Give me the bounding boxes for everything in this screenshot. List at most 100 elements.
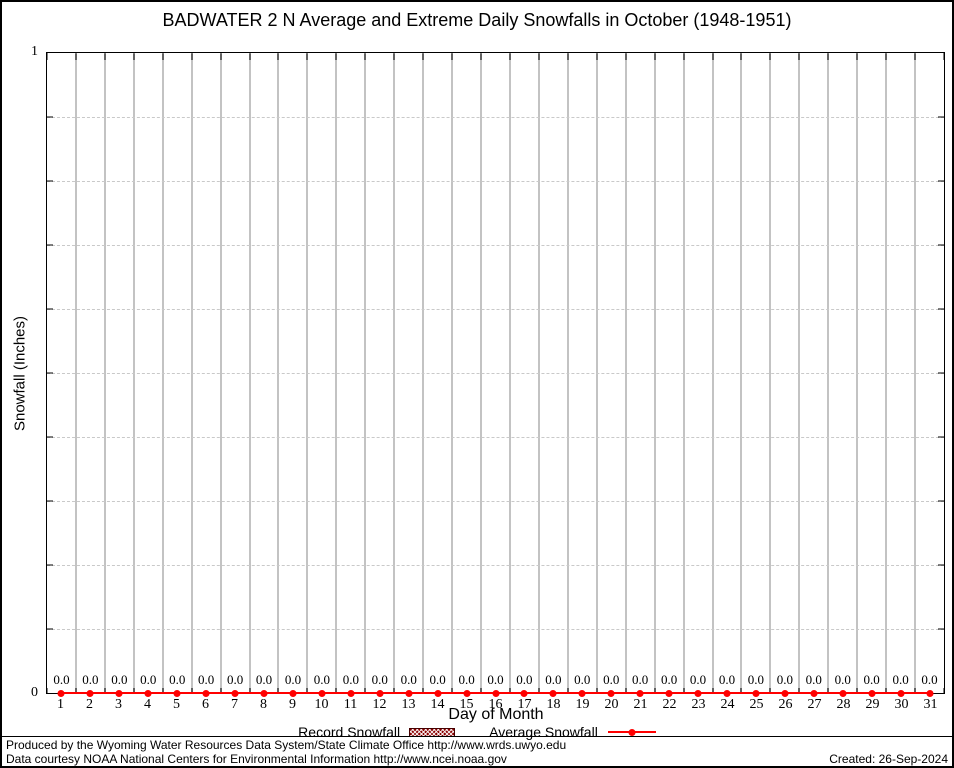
footer-created: Created: 26-Sep-2024 bbox=[829, 752, 948, 766]
horizontal-gridline bbox=[47, 501, 944, 502]
value-label: 0.0 bbox=[603, 672, 620, 687]
average-snowfall-point bbox=[520, 690, 528, 697]
x-tick-top bbox=[712, 53, 714, 60]
x-tick-top bbox=[827, 53, 829, 60]
x-tick-label: 7 bbox=[231, 697, 238, 712]
y-tick-left bbox=[47, 116, 53, 118]
x-tick-label: 4 bbox=[144, 697, 151, 712]
average-snowfall-point bbox=[86, 690, 94, 697]
y-tick-left bbox=[47, 308, 53, 310]
average-snowfall-point bbox=[434, 690, 442, 697]
x-tick-label: 29 bbox=[865, 697, 880, 712]
x-axis-title: Day of Month bbox=[448, 706, 544, 723]
value-label: 0.0 bbox=[747, 672, 765, 687]
horizontal-gridline bbox=[47, 565, 944, 566]
value-label: 0.0 bbox=[111, 672, 128, 687]
y-tick-left bbox=[47, 564, 53, 566]
x-tick-label: 22 bbox=[662, 697, 677, 712]
average-snowfall-key-marker bbox=[628, 729, 636, 736]
value-label: 0.0 bbox=[660, 672, 678, 687]
y-tick-right bbox=[938, 180, 944, 182]
ytick-label-1: 1 bbox=[31, 44, 38, 59]
x-tick-top bbox=[249, 53, 251, 60]
value-label: 0.0 bbox=[689, 672, 707, 687]
x-tick-bottom bbox=[856, 688, 858, 693]
value-label: 0.0 bbox=[82, 672, 99, 687]
y-tick-right bbox=[938, 244, 944, 246]
value-label: 0.0 bbox=[863, 672, 880, 687]
x-tick-bottom bbox=[162, 688, 164, 693]
horizontal-gridline bbox=[47, 181, 944, 182]
x-tick-label: 11 bbox=[343, 697, 358, 712]
x-tick-bottom bbox=[335, 688, 337, 693]
average-snowfall-point bbox=[463, 690, 471, 697]
x-tick-label: 30 bbox=[894, 697, 909, 712]
x-tick-bottom bbox=[364, 688, 366, 693]
x-tick-top bbox=[480, 53, 482, 60]
x-tick-top bbox=[885, 53, 887, 60]
average-snowfall-point bbox=[897, 690, 905, 697]
x-tick-label: 2 bbox=[86, 697, 93, 712]
x-tick-label: 1 bbox=[57, 697, 64, 712]
value-label: 0.0 bbox=[805, 672, 822, 687]
x-tick-label: 8 bbox=[260, 697, 267, 712]
x-tick-bottom bbox=[538, 688, 540, 693]
x-tick-label: 9 bbox=[289, 697, 296, 712]
value-label: 0.0 bbox=[429, 672, 446, 687]
average-snowfall-point bbox=[694, 690, 702, 697]
x-tick-bottom bbox=[277, 688, 279, 693]
average-snowfall-point bbox=[926, 690, 934, 697]
x-tick-top bbox=[625, 53, 627, 60]
x-tick-top bbox=[509, 53, 511, 60]
x-tick-top bbox=[422, 53, 424, 60]
average-snowfall-point bbox=[173, 690, 181, 697]
chart-title: BADWATER 2 N Average and Extreme Daily S… bbox=[162, 10, 792, 30]
x-tick-bottom bbox=[422, 688, 424, 693]
horizontal-gridline bbox=[47, 629, 944, 630]
value-label: 0.0 bbox=[284, 672, 302, 687]
value-label: 0.0 bbox=[169, 672, 186, 687]
average-snowfall-point bbox=[723, 690, 731, 697]
x-tick-top bbox=[191, 53, 193, 60]
x-tick-top bbox=[46, 53, 48, 60]
x-tick-label: 17 bbox=[517, 697, 532, 712]
x-tick-label: 14 bbox=[430, 697, 445, 712]
value-label: 0.0 bbox=[632, 672, 649, 687]
y-tick-right bbox=[938, 628, 944, 630]
x-tick-bottom bbox=[827, 688, 829, 693]
x-tick-bottom bbox=[46, 688, 48, 693]
x-tick-top bbox=[654, 53, 656, 60]
x-tick-top bbox=[538, 53, 540, 60]
x-tick-label: 31 bbox=[923, 697, 938, 712]
average-snowfall-point bbox=[144, 690, 152, 697]
x-tick-label: 23 bbox=[691, 697, 706, 712]
y-tick-right bbox=[938, 436, 944, 438]
x-tick-bottom bbox=[104, 688, 106, 693]
y-tick-left bbox=[47, 628, 53, 630]
x-tick-top bbox=[335, 53, 337, 60]
x-tick-top bbox=[451, 53, 453, 60]
x-tick-label: 28 bbox=[836, 697, 851, 712]
x-tick-label: 25 bbox=[749, 697, 764, 712]
x-tick-bottom bbox=[712, 688, 714, 693]
x-tick-top bbox=[104, 53, 106, 60]
y-tick-right bbox=[938, 564, 944, 566]
average-snowfall-point bbox=[405, 690, 413, 697]
x-tick-top bbox=[364, 53, 366, 60]
x-tick-bottom bbox=[480, 688, 482, 693]
x-tick-bottom bbox=[654, 688, 656, 693]
x-tick-label: 10 bbox=[314, 697, 329, 712]
average-snowfall-point bbox=[376, 690, 384, 697]
x-tick-bottom bbox=[249, 688, 251, 693]
x-tick-top bbox=[393, 53, 395, 60]
horizontal-gridline bbox=[47, 373, 944, 374]
x-tick-top bbox=[596, 53, 598, 60]
x-tick-top bbox=[133, 53, 135, 60]
x-tick-label: 18 bbox=[546, 697, 561, 712]
x-tick-bottom bbox=[133, 688, 135, 693]
x-tick-bottom bbox=[191, 688, 193, 693]
y-tick-right bbox=[938, 116, 944, 118]
footer-line1: Produced by the Wyoming Water Resources … bbox=[6, 738, 567, 752]
y-tick-right bbox=[938, 308, 944, 310]
